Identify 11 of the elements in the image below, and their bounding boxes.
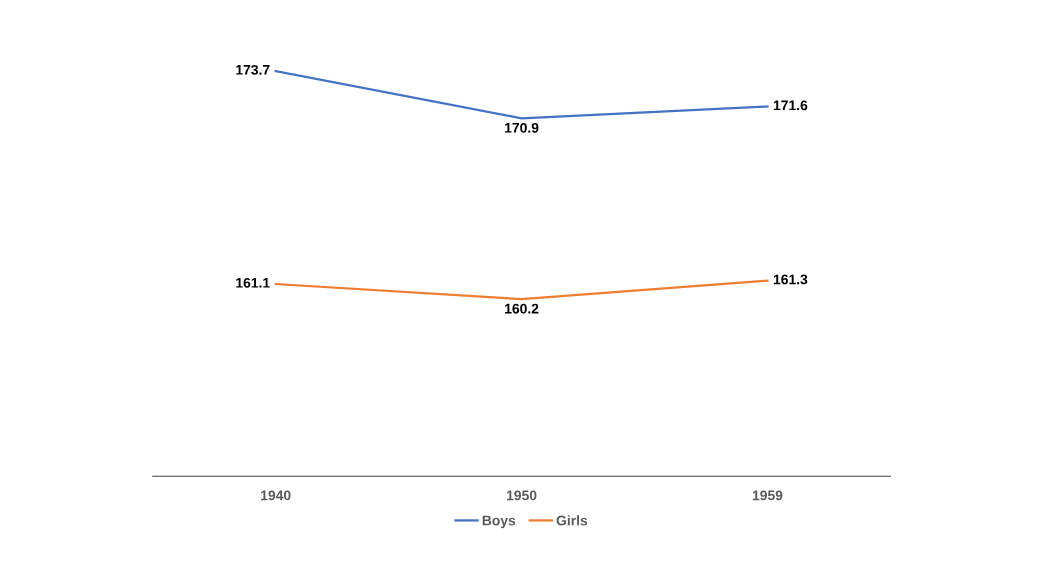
x-tick-label: 1950 (507, 490, 537, 501)
x-tick-label: 1940 (261, 490, 291, 501)
data-label: 160.2 (505, 303, 539, 314)
x-tick-label: 1959 (752, 490, 783, 501)
data-label: 171.6 (773, 100, 808, 111)
data-label: 170.9 (505, 122, 539, 133)
legend-label: Boys (482, 515, 516, 529)
legend-label: Girls (556, 515, 588, 526)
data-label: 161.1 (236, 277, 270, 288)
data-label: 173.7 (236, 64, 270, 75)
data-label: 161.3 (773, 274, 808, 285)
